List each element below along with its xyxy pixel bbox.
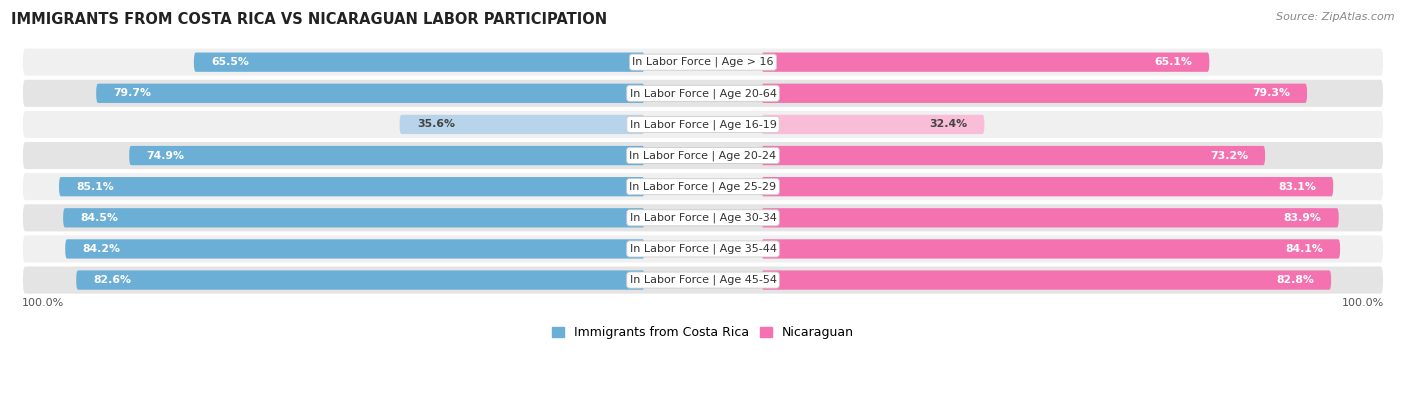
FancyBboxPatch shape — [96, 84, 644, 103]
FancyBboxPatch shape — [22, 79, 1384, 108]
FancyBboxPatch shape — [129, 146, 644, 165]
FancyBboxPatch shape — [762, 208, 1339, 228]
Legend: Immigrants from Costa Rica, Nicaraguan: Immigrants from Costa Rica, Nicaraguan — [547, 321, 859, 344]
Text: 100.0%: 100.0% — [1341, 298, 1384, 308]
Text: Source: ZipAtlas.com: Source: ZipAtlas.com — [1277, 12, 1395, 22]
Text: 82.8%: 82.8% — [1277, 275, 1315, 285]
FancyBboxPatch shape — [22, 172, 1384, 201]
FancyBboxPatch shape — [22, 47, 1384, 77]
Text: In Labor Force | Age 35-44: In Labor Force | Age 35-44 — [630, 244, 776, 254]
FancyBboxPatch shape — [762, 271, 1331, 290]
Text: 65.1%: 65.1% — [1154, 57, 1192, 67]
Text: In Labor Force | Age 45-54: In Labor Force | Age 45-54 — [630, 275, 776, 285]
Text: 65.5%: 65.5% — [211, 57, 249, 67]
Text: 32.4%: 32.4% — [929, 119, 967, 130]
Text: In Labor Force | Age 30-34: In Labor Force | Age 30-34 — [630, 213, 776, 223]
Text: In Labor Force | Age 20-64: In Labor Force | Age 20-64 — [630, 88, 776, 98]
FancyBboxPatch shape — [22, 141, 1384, 170]
Text: 79.3%: 79.3% — [1251, 88, 1289, 98]
Text: In Labor Force | Age 16-19: In Labor Force | Age 16-19 — [630, 119, 776, 130]
Text: 74.9%: 74.9% — [146, 150, 184, 160]
Text: 84.1%: 84.1% — [1285, 244, 1323, 254]
FancyBboxPatch shape — [59, 177, 644, 196]
FancyBboxPatch shape — [762, 84, 1308, 103]
Text: 84.5%: 84.5% — [80, 213, 118, 223]
FancyBboxPatch shape — [762, 115, 984, 134]
Text: In Labor Force | Age 25-29: In Labor Force | Age 25-29 — [630, 181, 776, 192]
FancyBboxPatch shape — [762, 146, 1265, 165]
Text: 82.6%: 82.6% — [93, 275, 131, 285]
FancyBboxPatch shape — [22, 110, 1384, 139]
FancyBboxPatch shape — [63, 208, 644, 228]
FancyBboxPatch shape — [194, 53, 644, 72]
Text: In Labor Force | Age > 16: In Labor Force | Age > 16 — [633, 57, 773, 68]
Text: 35.6%: 35.6% — [416, 119, 454, 130]
FancyBboxPatch shape — [762, 53, 1209, 72]
FancyBboxPatch shape — [762, 177, 1333, 196]
Text: 100.0%: 100.0% — [22, 298, 65, 308]
Text: In Labor Force | Age 20-24: In Labor Force | Age 20-24 — [630, 150, 776, 161]
FancyBboxPatch shape — [762, 239, 1340, 259]
Text: 79.7%: 79.7% — [114, 88, 152, 98]
FancyBboxPatch shape — [22, 265, 1384, 295]
FancyBboxPatch shape — [22, 234, 1384, 263]
Text: 84.2%: 84.2% — [83, 244, 121, 254]
FancyBboxPatch shape — [399, 115, 644, 134]
Text: 73.2%: 73.2% — [1209, 150, 1249, 160]
Text: 83.1%: 83.1% — [1278, 182, 1316, 192]
Text: IMMIGRANTS FROM COSTA RICA VS NICARAGUAN LABOR PARTICIPATION: IMMIGRANTS FROM COSTA RICA VS NICARAGUAN… — [11, 12, 607, 27]
FancyBboxPatch shape — [65, 239, 644, 259]
Text: 85.1%: 85.1% — [76, 182, 114, 192]
Text: 83.9%: 83.9% — [1284, 213, 1322, 223]
FancyBboxPatch shape — [76, 271, 644, 290]
FancyBboxPatch shape — [22, 203, 1384, 232]
